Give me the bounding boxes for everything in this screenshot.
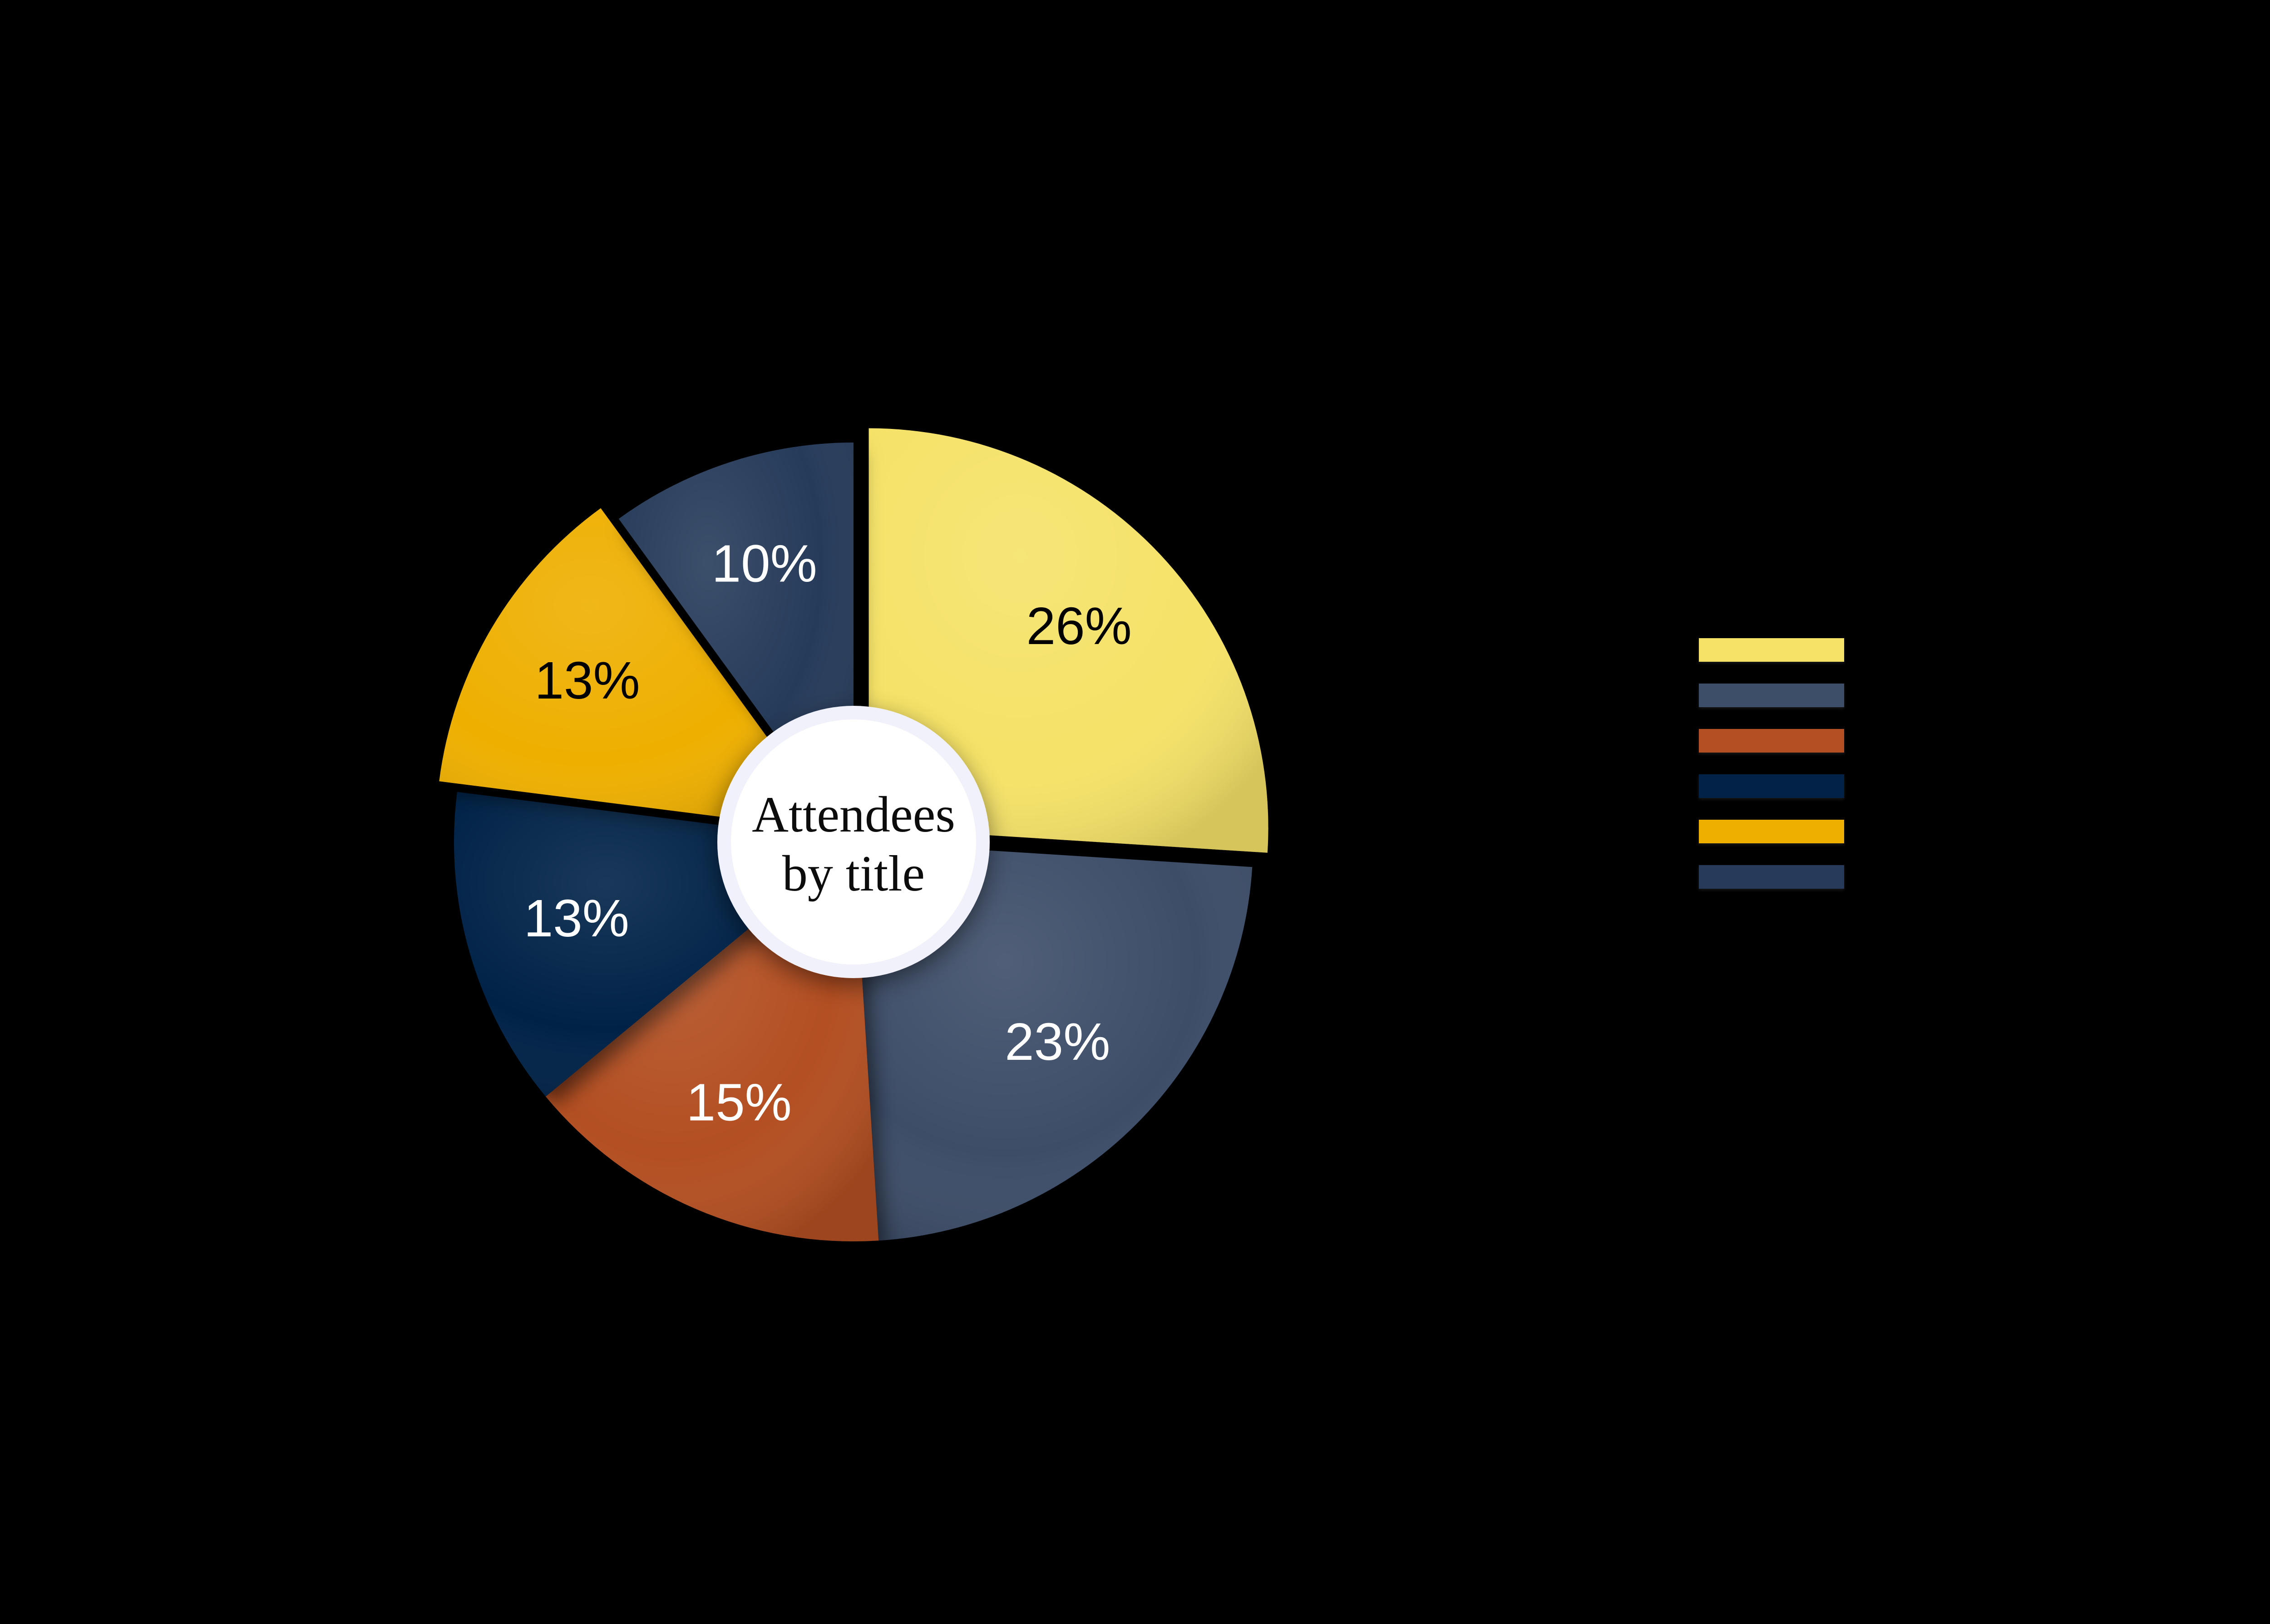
legend-color-swatch xyxy=(1699,729,1844,753)
legend-item[interactable] xyxy=(1699,820,2270,843)
pie-slice-sheen xyxy=(869,428,1268,853)
slice-percent-label: 15% xyxy=(686,1073,792,1132)
legend-color-swatch xyxy=(1699,820,1844,843)
slice-data-labels-group: 26% 23% 15% 13% 13% 10% xyxy=(524,534,1132,1132)
pie-slice-sheen xyxy=(439,508,836,832)
legend-item[interactable] xyxy=(1699,684,2270,707)
chart-legend xyxy=(1699,638,2270,889)
donut-hole-inner-disc xyxy=(731,719,976,965)
slice-percent-label: 13% xyxy=(534,651,640,710)
slice-percent-label: 13% xyxy=(524,889,629,948)
center-title-line-2: by title xyxy=(782,846,925,902)
slice-percent-label: 23% xyxy=(1005,1012,1110,1071)
donut-hole xyxy=(717,706,990,978)
legend-color-swatch xyxy=(1699,865,1844,889)
pie-slice-sheen xyxy=(854,842,1253,1241)
donut-chart-plot-area: Attendees by title 26% 23% 15% 13% 13% 10% xyxy=(439,428,1268,1241)
legend-color-swatch xyxy=(1699,684,1844,707)
legend-item[interactable] xyxy=(1699,865,2270,889)
legend-item[interactable] xyxy=(1699,774,2270,798)
slice-percent-label: 26% xyxy=(1026,596,1132,655)
slice-percent-label: 10% xyxy=(712,534,817,593)
legend-color-swatch xyxy=(1699,638,1844,662)
legend-item[interactable] xyxy=(1699,729,2270,753)
legend-item[interactable] xyxy=(1699,638,2270,662)
donut-chart-svg: Attendees by title 26% 23% 15% 13% 13% 10% xyxy=(439,428,1268,1241)
center-title-line-1: Attendees xyxy=(752,787,955,843)
legend-color-swatch xyxy=(1699,774,1844,798)
